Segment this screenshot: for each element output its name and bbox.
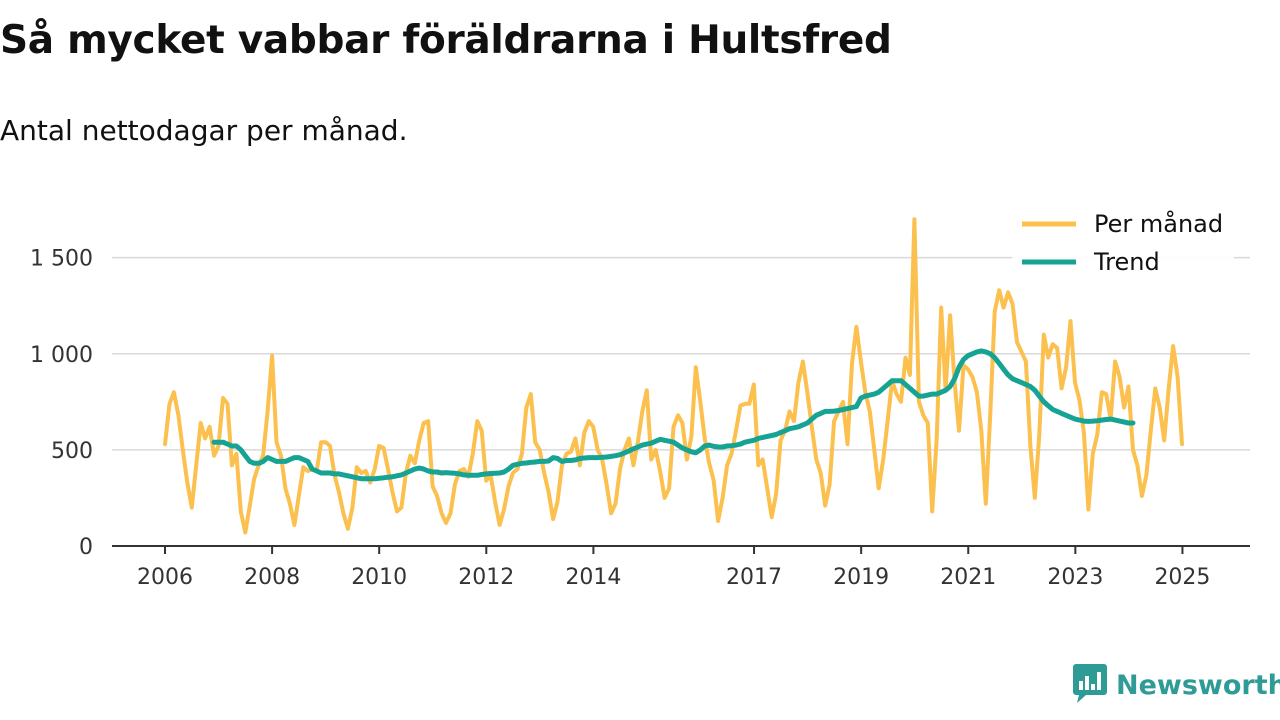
chart-title: Så mycket vabbar föräldrarna i Hultsfred — [0, 18, 892, 63]
x-tick-label: 2019 — [833, 565, 889, 590]
legend-background — [1012, 206, 1234, 270]
newsworthy-logo-icon — [1072, 662, 1108, 708]
x-tick-label: 2010 — [351, 565, 407, 590]
newsworthy-wordmark: Newsworthy — [1116, 669, 1280, 701]
y-tick-label: 0 — [79, 535, 93, 560]
x-tick-label: 2023 — [1047, 565, 1103, 590]
x-tick-label: 2008 — [244, 565, 300, 590]
chart-subtitle: Antal nettodagar per månad. — [0, 114, 408, 147]
legend: Per månad Trend — [1012, 206, 1234, 276]
series-trend-line — [211, 348, 1136, 482]
x-tick-label: 2017 — [726, 565, 782, 590]
y-tick-label: 1 500 — [30, 247, 93, 272]
legend-label: Trend — [1093, 248, 1160, 276]
newsworthy-brand: Newsworthy — [1072, 664, 1280, 706]
y-tick-label: 1 000 — [30, 343, 93, 368]
legend-label: Per månad — [1094, 209, 1223, 238]
axes: 0 500 1 000 1 500 2006 2008 2010 2012 2014 2017 20… — [30, 247, 1250, 590]
x-tick-label: 2014 — [565, 565, 621, 590]
y-tick-label: 500 — [51, 439, 93, 464]
series-lines — [163, 217, 1184, 535]
x-tick-label: 2025 — [1154, 565, 1210, 590]
x-tick-label: 2021 — [940, 565, 996, 590]
x-tick-label: 2012 — [458, 565, 514, 590]
x-tick-label: 2006 — [137, 565, 193, 590]
